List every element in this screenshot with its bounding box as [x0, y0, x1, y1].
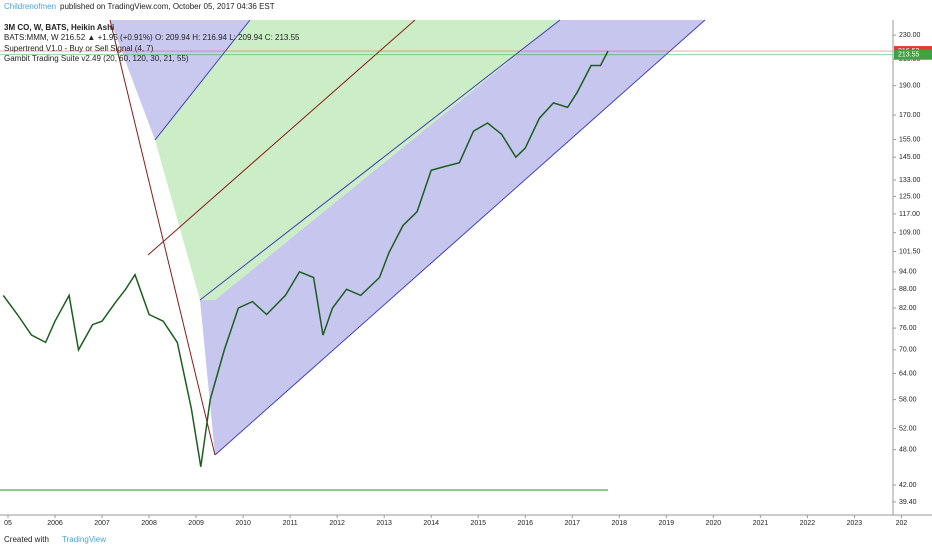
y-tick-label: 48.00 [899, 447, 917, 454]
y-tick-label: 155.00 [899, 136, 921, 143]
trend-line [199, 19, 561, 301]
x-tick-label: 2009 [188, 520, 204, 527]
x-tick-label: 2016 [517, 520, 533, 527]
x-tick-label: 2017 [564, 520, 580, 527]
y-tick-label: 170.00 [899, 112, 921, 119]
y-tick-label: 42.00 [899, 482, 917, 489]
price-line [2, 50, 609, 467]
y-tick-label: 52.00 [899, 425, 917, 432]
published: published on TradingView.com, October 05… [60, 2, 275, 11]
x-tick-label: 2022 [800, 520, 816, 527]
y-tick-label: 145.00 [899, 154, 921, 161]
x-tick-label: 202 [896, 520, 908, 527]
symbol: 3M CO, W, BATS, Heikin Ashi [4, 23, 114, 32]
x-tick-label: 2010 [235, 520, 251, 527]
trend-line [109, 19, 216, 456]
y-tick-label: 70.00 [899, 347, 917, 354]
y-tick-label: 109.00 [899, 230, 921, 237]
channel-fill [155, 20, 560, 300]
price-label: 213.55 [898, 52, 920, 59]
trend-line [154, 19, 251, 141]
x-tick-label: 2019 [659, 520, 675, 527]
x-tick-label: 2018 [612, 520, 628, 527]
y-tick-label: 39.40 [899, 499, 917, 506]
footer-brand[interactable]: TradingView [62, 535, 106, 544]
x-tick-label: 2008 [141, 520, 157, 527]
y-tick-label: 82.00 [899, 305, 917, 312]
quote: BATS:MMM, W 216.52 ▲ +1.95 (+0.91%) O: 2… [4, 33, 300, 42]
y-tick-label: 117.00 [899, 211, 920, 218]
indicator: Gambit Trading Suite v2.49 (20, 60, 120,… [4, 54, 189, 63]
y-tick-label: 64.00 [899, 370, 917, 377]
channel-fill [200, 20, 705, 455]
y-tick-label: 230.00 [899, 32, 921, 39]
channel-fill [110, 20, 250, 140]
y-tick-label: 94.00 [899, 269, 917, 276]
x-tick-label: 2006 [47, 520, 63, 527]
y-tick-label: 76.00 [899, 325, 917, 332]
price-label-box [894, 49, 932, 60]
x-tick-label: 2020 [706, 520, 722, 527]
author[interactable]: Childrenofmen [4, 2, 56, 11]
x-tick-label: 2013 [376, 520, 392, 527]
x-tick-label: 2021 [753, 520, 769, 527]
x-tick-label: 2007 [94, 520, 110, 527]
indicator: Supertrend V1.0 - Buy or Sell Signal (4,… [4, 44, 154, 53]
y-tick-label: 58.00 [899, 396, 917, 403]
x-tick-label: 2015 [470, 520, 486, 527]
y-tick-label: 101.50 [899, 248, 921, 255]
trend-line [147, 19, 416, 256]
footer-created: Created with [4, 535, 49, 544]
x-tick-label: 2012 [329, 520, 345, 527]
y-tick-label: 190.00 [899, 82, 921, 89]
trend-line [214, 19, 706, 456]
x-tick-label: 2011 [283, 520, 298, 527]
x-tick-label: 2023 [847, 520, 863, 527]
x-tick-label: 2014 [423, 520, 439, 527]
y-tick-label: 88.00 [899, 286, 917, 293]
y-tick-label: 125.00 [899, 193, 921, 200]
y-tick-label: 133.00 [899, 177, 921, 184]
x-tick-label: 05 [4, 520, 12, 527]
